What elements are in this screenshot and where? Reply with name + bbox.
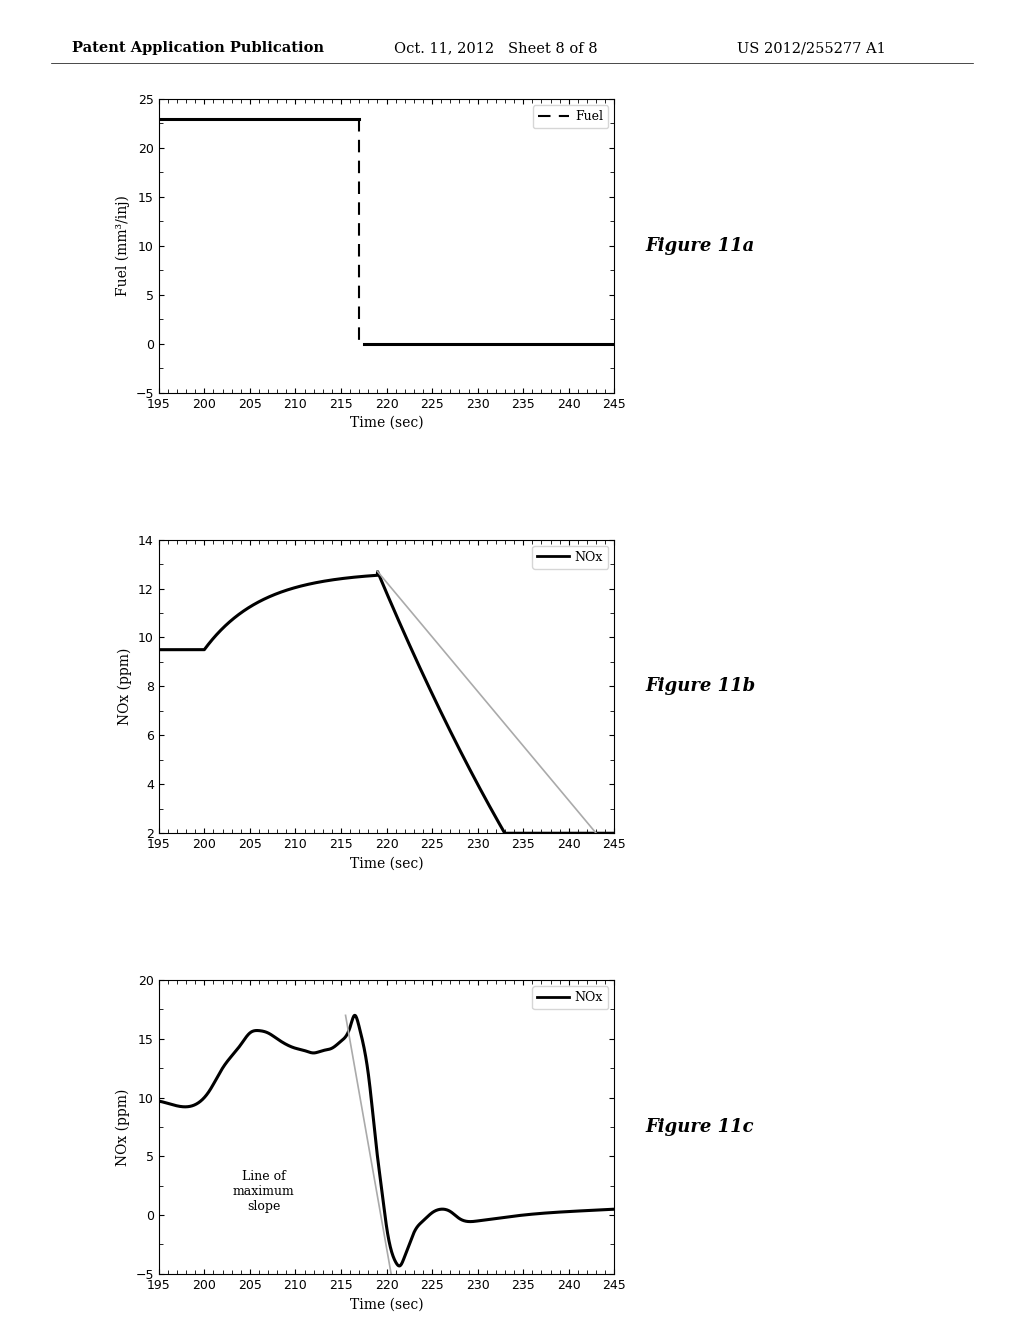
Text: Figure 11b: Figure 11b (645, 677, 756, 696)
Text: Figure 11c: Figure 11c (645, 1118, 754, 1137)
Y-axis label: NOx (ppm): NOx (ppm) (116, 1088, 130, 1166)
Text: Patent Application Publication: Patent Application Publication (72, 41, 324, 55)
X-axis label: Time (sec): Time (sec) (350, 857, 423, 871)
X-axis label: Time (sec): Time (sec) (350, 416, 423, 430)
Text: Figure 11a: Figure 11a (645, 236, 755, 255)
Y-axis label: NOx (ppm): NOx (ppm) (118, 648, 132, 725)
Text: US 2012/255277 A1: US 2012/255277 A1 (737, 41, 886, 55)
Text: Oct. 11, 2012   Sheet 8 of 8: Oct. 11, 2012 Sheet 8 of 8 (394, 41, 598, 55)
Legend: NOx: NOx (532, 545, 608, 569)
Legend: Fuel: Fuel (532, 106, 608, 128)
Legend: NOx: NOx (532, 986, 608, 1010)
Text: Line of
maximum
slope: Line of maximum slope (232, 1170, 295, 1213)
Y-axis label: Fuel (mm³/inj): Fuel (mm³/inj) (116, 195, 130, 296)
X-axis label: Time (sec): Time (sec) (350, 1298, 423, 1311)
